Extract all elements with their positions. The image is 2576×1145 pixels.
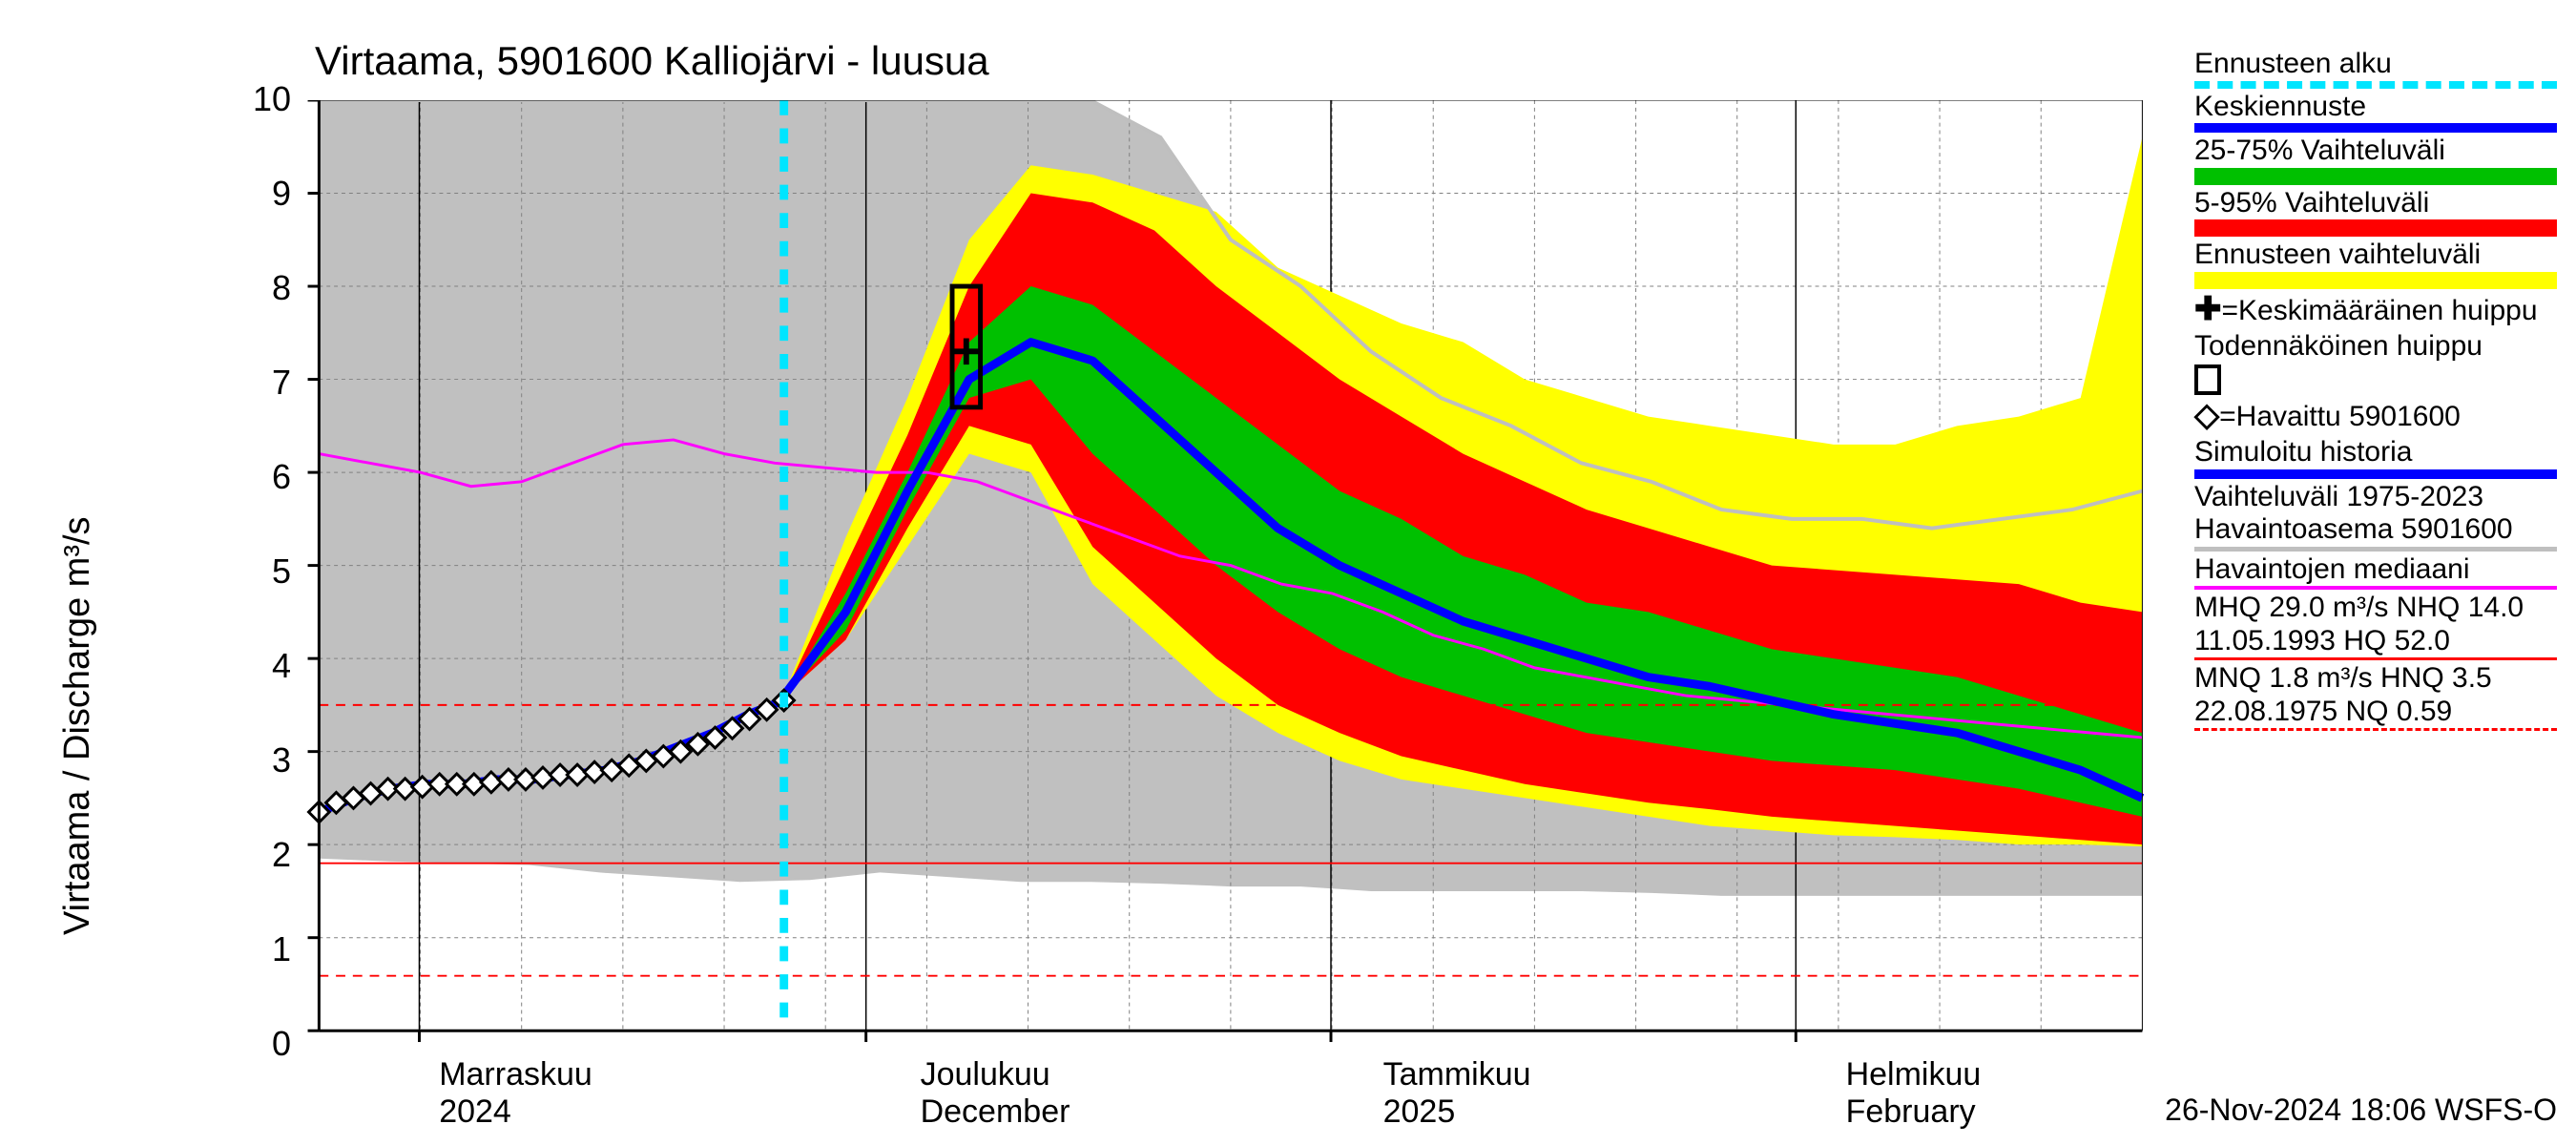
legend-entry: Ennusteen vaihteluväli	[2194, 239, 2557, 289]
legend-symbol: ◇	[2194, 397, 2219, 433]
y-tick-label: 5	[239, 552, 291, 592]
legend-label: ✚=Keskimääräinen huippu	[2194, 291, 2557, 328]
y-tick-label: 10	[239, 79, 291, 119]
y-tick-label: 0	[239, 1024, 291, 1064]
legend-entry: Todennäköinen huippu	[2194, 330, 2557, 396]
y-tick-label: 9	[239, 174, 291, 214]
legend-swatch	[2194, 586, 2557, 590]
x-tick-label: Tammikuu2025	[1383, 1056, 1531, 1131]
legend-swatch	[2194, 657, 2557, 660]
y-tick-label: 4	[239, 646, 291, 686]
legend-entry: ◇=Havaittu 5901600	[2194, 397, 2557, 434]
legend-entry: Keskiennuste	[2194, 91, 2557, 134]
y-axis-label: Virtaama / Discharge m³/s	[57, 516, 98, 935]
legend-swatch	[2194, 81, 2557, 89]
legend-label: Todennäköinen huippu	[2194, 330, 2557, 364]
legend-entry: Havaintojen mediaani	[2194, 553, 2557, 591]
legend-swatch	[2194, 728, 2557, 731]
legend-swatch	[2194, 219, 2557, 237]
legend-entry: ✚=Keskimääräinen huippu	[2194, 291, 2557, 328]
y-tick-label: 7	[239, 363, 291, 403]
legend-entry: MNQ 1.8 m³/s HNQ 3.522.08.1975 NQ 0.59	[2194, 662, 2557, 731]
legend-swatch	[2194, 469, 2557, 479]
chart-title: Virtaama, 5901600 Kalliojärvi - luusua	[315, 38, 989, 84]
legend-symbol: ✚	[2194, 291, 2222, 327]
legend-label: ◇=Havaittu 5901600	[2194, 397, 2557, 434]
legend-entry: MHQ 29.0 m³/s NHQ 14.011.05.1993 HQ 52.0	[2194, 592, 2557, 660]
x-tick-label: JoulukuuDecember	[921, 1056, 1070, 1131]
y-tick-label: 8	[239, 268, 291, 308]
legend-entry: 25-75% Vaihteluväli	[2194, 135, 2557, 185]
legend-entry: Ennusteen alku	[2194, 48, 2557, 89]
legend-entry: Vaihteluväli 1975-2023 Havaintoasema 590…	[2194, 481, 2557, 552]
plot-area	[291, 100, 2156, 1045]
legend-swatch	[2194, 547, 2557, 552]
legend-swatch	[2194, 364, 2221, 395]
legend-entry: Simuloitu historia	[2194, 436, 2557, 479]
legend-swatch	[2194, 272, 2557, 289]
legend-swatch	[2194, 123, 2557, 133]
y-tick-label: 6	[239, 457, 291, 497]
y-tick-label: 2	[239, 835, 291, 875]
legend: Ennusteen alkuKeskiennuste25-75% Vaihtel…	[2194, 48, 2557, 733]
x-tick-label: Marraskuu2024	[439, 1056, 592, 1131]
footer-timestamp: 26-Nov-2024 18:06 WSFS-O	[2165, 1093, 2557, 1128]
y-tick-label: 3	[239, 740, 291, 781]
x-tick-label: HelmikuuFebruary	[1846, 1056, 1982, 1131]
y-tick-label: 1	[239, 929, 291, 969]
legend-swatch	[2194, 168, 2557, 185]
legend-entry: 5-95% Vaihteluväli	[2194, 187, 2557, 238]
chart-container: Virtaama, 5901600 Kalliojärvi - luusua V…	[0, 0, 2576, 1145]
